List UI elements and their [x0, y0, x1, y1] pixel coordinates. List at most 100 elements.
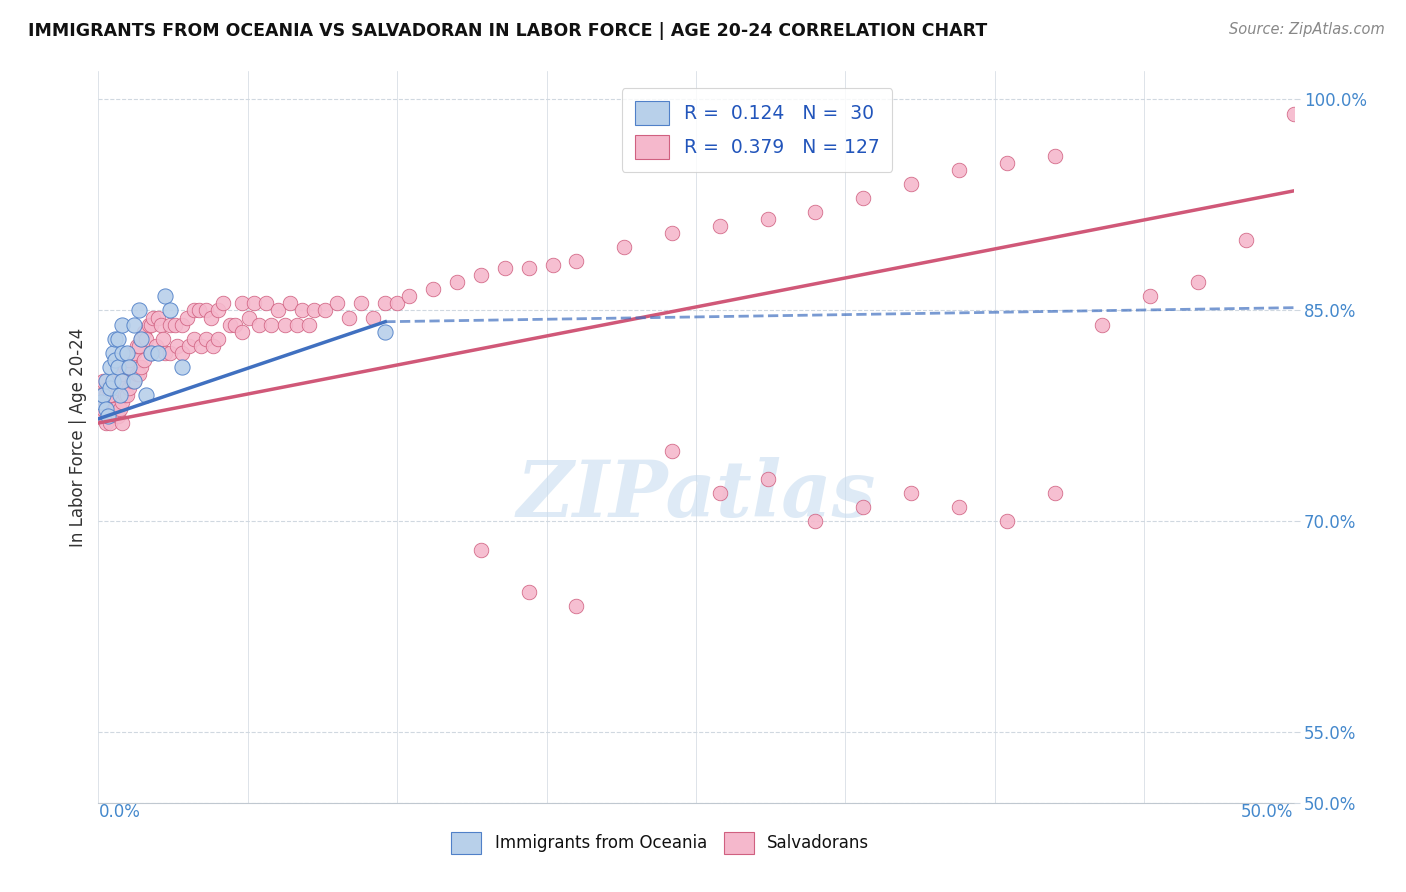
Point	[470, 542, 492, 557]
Point	[91, 374, 114, 388]
Point	[101, 374, 124, 388]
Point	[166, 339, 188, 353]
Point	[135, 332, 157, 346]
Point	[211, 296, 233, 310]
Point	[900, 486, 922, 500]
Point	[108, 388, 131, 402]
Point	[176, 310, 198, 325]
Point	[139, 345, 162, 359]
Point	[1043, 149, 1066, 163]
Point	[115, 388, 138, 402]
Point	[315, 303, 337, 318]
Point	[118, 352, 141, 367]
Point	[247, 318, 270, 332]
Point	[446, 276, 468, 290]
Text: Source: ZipAtlas.com: Source: ZipAtlas.com	[1229, 22, 1385, 37]
Point	[900, 177, 922, 191]
Point	[91, 401, 114, 416]
Point	[200, 310, 222, 325]
Point	[1187, 276, 1209, 290]
Point	[852, 191, 875, 205]
Point	[107, 409, 129, 423]
Point	[149, 318, 172, 332]
Point	[948, 162, 970, 177]
Point	[948, 500, 970, 515]
Point	[183, 332, 205, 346]
Point	[138, 318, 160, 332]
Point	[111, 345, 134, 359]
Point	[565, 254, 588, 268]
Point	[94, 388, 117, 402]
Point	[541, 259, 564, 273]
Point	[172, 345, 194, 359]
Point	[97, 409, 120, 423]
Point	[756, 212, 779, 227]
Point	[128, 367, 150, 381]
Point	[98, 416, 122, 430]
Point	[155, 345, 177, 359]
Point	[709, 486, 731, 500]
Point	[291, 303, 314, 318]
Point	[94, 401, 117, 416]
Point	[124, 374, 146, 388]
Point	[163, 318, 186, 332]
Point	[385, 296, 409, 310]
Point	[267, 303, 290, 318]
Point	[115, 359, 138, 374]
Point	[326, 296, 349, 310]
Point	[1091, 318, 1114, 332]
Point	[422, 282, 444, 296]
Point	[995, 156, 1018, 170]
Point	[152, 332, 174, 346]
Point	[97, 381, 120, 395]
Point	[148, 310, 170, 325]
Point	[159, 345, 181, 359]
Point	[101, 401, 124, 416]
Point	[145, 339, 167, 353]
Point	[111, 416, 134, 430]
Point	[202, 339, 225, 353]
Point	[124, 374, 146, 388]
Point	[108, 374, 131, 388]
Point	[131, 332, 153, 346]
Point	[107, 332, 129, 346]
Point	[517, 584, 540, 599]
Point	[111, 318, 134, 332]
Point	[254, 296, 277, 310]
Point	[398, 289, 420, 303]
Point	[108, 401, 131, 416]
Point	[159, 303, 181, 318]
Text: 0.0%: 0.0%	[98, 803, 141, 821]
Point	[190, 339, 212, 353]
Point	[104, 352, 127, 367]
Point	[114, 359, 136, 374]
Point	[132, 325, 155, 339]
Point	[159, 318, 181, 332]
Point	[613, 240, 636, 254]
Point	[172, 359, 194, 374]
Point	[207, 303, 229, 318]
Point	[374, 296, 396, 310]
Point	[104, 401, 127, 416]
Point	[107, 381, 129, 395]
Point	[98, 359, 122, 374]
Point	[94, 374, 117, 388]
Point	[207, 332, 229, 346]
Point	[90, 388, 112, 402]
Point	[852, 500, 875, 515]
Point	[115, 345, 138, 359]
Point	[231, 325, 253, 339]
Point	[98, 388, 122, 402]
Point	[142, 310, 165, 325]
Point	[155, 289, 177, 303]
Point	[187, 303, 209, 318]
Text: 50.0%: 50.0%	[1241, 803, 1294, 821]
Point	[302, 303, 325, 318]
Point	[350, 296, 373, 310]
Point	[172, 318, 194, 332]
Point	[285, 318, 308, 332]
Point	[139, 345, 162, 359]
Point	[804, 515, 827, 529]
Point	[124, 345, 146, 359]
Point	[1282, 106, 1305, 120]
